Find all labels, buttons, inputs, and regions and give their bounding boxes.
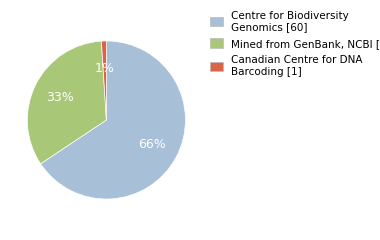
- Text: 33%: 33%: [46, 91, 74, 104]
- Wedge shape: [41, 41, 185, 199]
- Wedge shape: [101, 41, 106, 120]
- Legend: Centre for Biodiversity
Genomics [60], Mined from GenBank, NCBI [31], Canadian C: Centre for Biodiversity Genomics [60], M…: [211, 11, 380, 77]
- Wedge shape: [27, 41, 106, 164]
- Text: 1%: 1%: [95, 62, 115, 75]
- Text: 66%: 66%: [138, 138, 166, 151]
